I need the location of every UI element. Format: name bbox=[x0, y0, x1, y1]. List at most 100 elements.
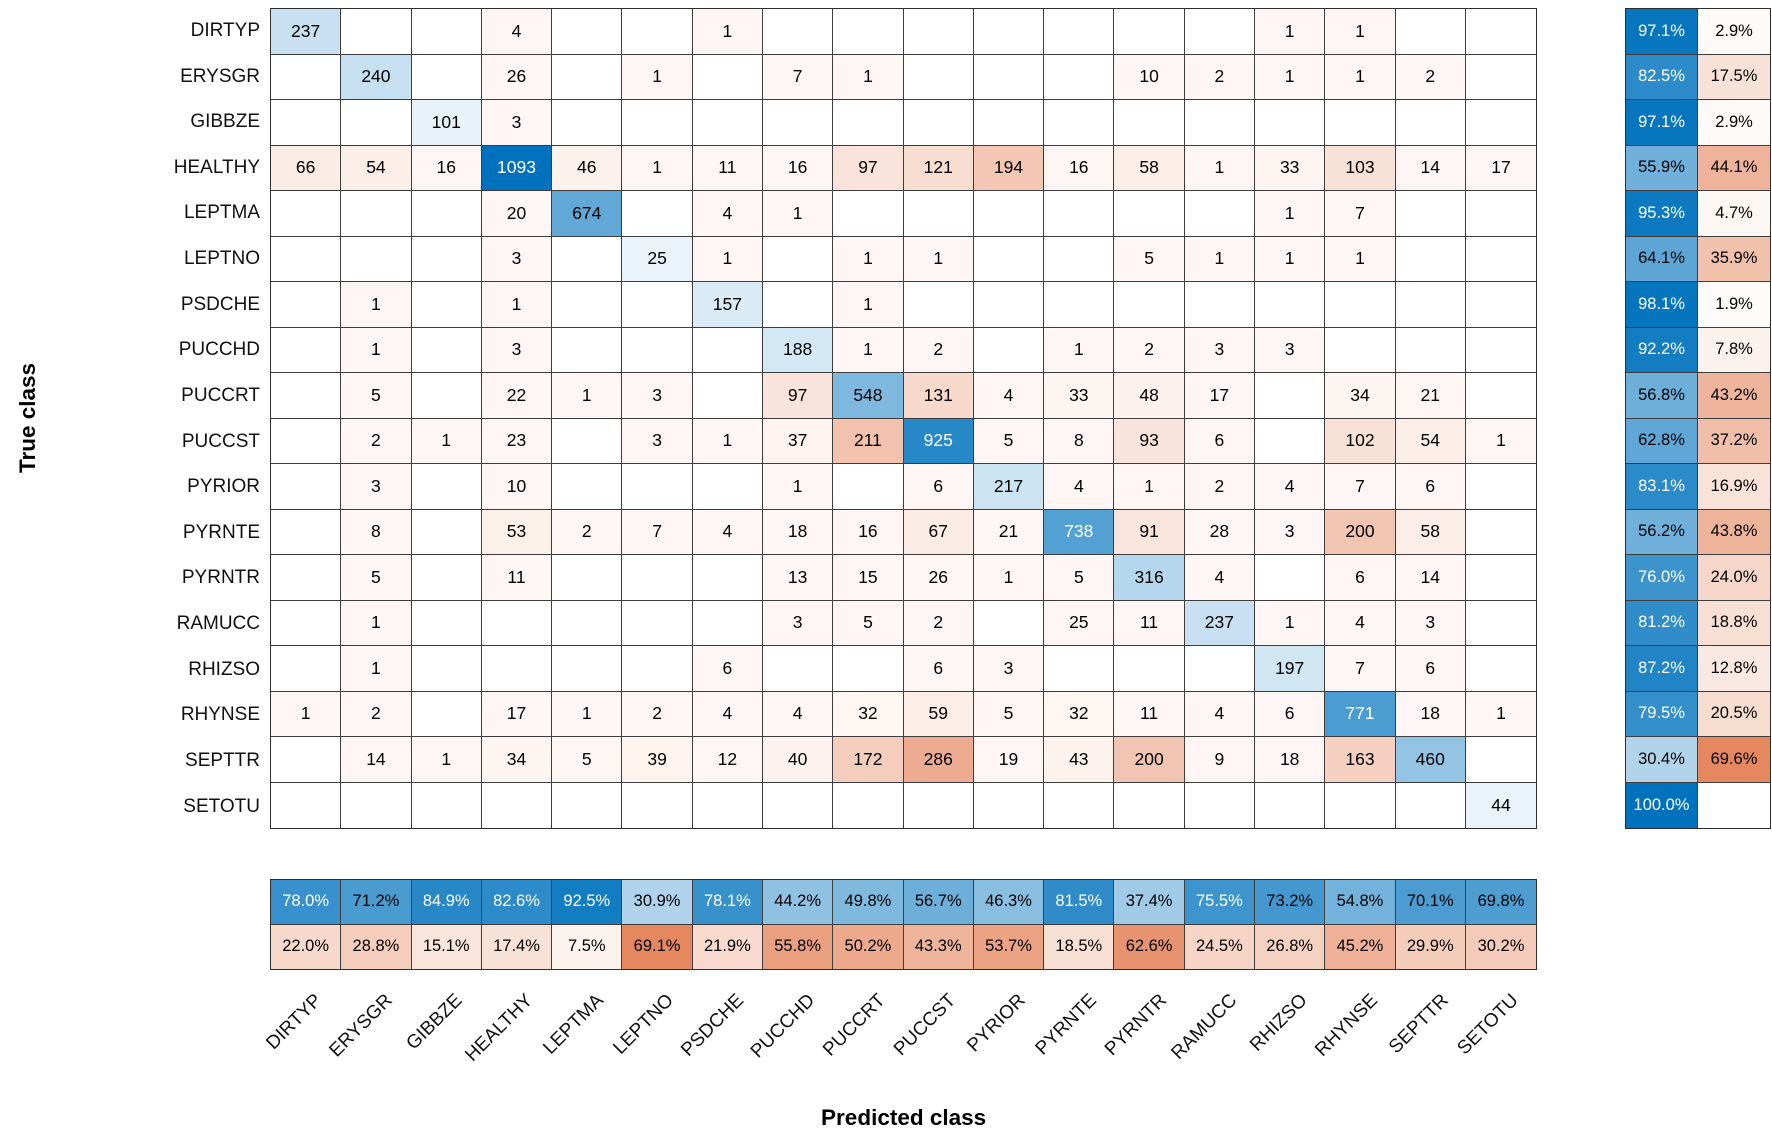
matrix-cell: 102 bbox=[1325, 418, 1396, 465]
matrix-cell: 194 bbox=[973, 145, 1045, 192]
matrix-cell: 1 bbox=[1044, 327, 1115, 374]
matrix-cell bbox=[271, 418, 342, 465]
matrix-cell bbox=[1184, 191, 1256, 237]
col-summary-grid: 78.0% 71.2% 84.9% 82.6% 92.5% 30.9% 78.1% 44.2%… bbox=[270, 879, 1538, 971]
matrix-cell: 33 bbox=[1044, 373, 1115, 419]
matrix-cell bbox=[973, 600, 1045, 647]
matrix-cell bbox=[271, 54, 342, 101]
matrix-cell bbox=[1465, 373, 1537, 419]
matrix-cell bbox=[1184, 282, 1256, 328]
matrix-cell bbox=[622, 100, 693, 146]
matrix-cell: 1 bbox=[1255, 9, 1326, 55]
matrix-cell: 1 bbox=[341, 282, 412, 328]
matrix-cell: 8 bbox=[341, 509, 412, 556]
matrix-cell: 91 bbox=[1114, 509, 1185, 556]
col-summary-cell: 69.1% bbox=[622, 924, 693, 970]
matrix-cell: 21 bbox=[1395, 373, 1466, 419]
matrix-cell bbox=[1395, 100, 1466, 146]
matrix-cell bbox=[552, 9, 623, 55]
x-tick-label: SETOTU bbox=[1453, 990, 1523, 1060]
matrix-cell: 28 bbox=[1184, 509, 1256, 556]
matrix-cell: 7 bbox=[1325, 464, 1396, 510]
x-tick-label: PUCCHD bbox=[746, 990, 819, 1063]
matrix-cell: 4 bbox=[1325, 600, 1396, 647]
col-summary-cell: 78.1% bbox=[692, 880, 764, 925]
matrix-cell bbox=[1325, 100, 1396, 146]
matrix-cell: 7 bbox=[1325, 646, 1396, 692]
matrix-cell: 15 bbox=[833, 555, 904, 601]
matrix-cell: 20 bbox=[481, 191, 553, 237]
row-summary-cell: 100.0% bbox=[1626, 782, 1698, 829]
matrix-cell bbox=[552, 100, 623, 146]
matrix-cell: 10 bbox=[481, 464, 553, 510]
row-summary-cell: 62.8% bbox=[1626, 418, 1698, 465]
matrix-cell: 54 bbox=[341, 145, 412, 192]
matrix-cell: 25 bbox=[622, 236, 693, 283]
col-summary-cell: 22.0% bbox=[271, 924, 342, 970]
matrix-cell: 188 bbox=[763, 327, 834, 374]
matrix-cell: 1 bbox=[411, 418, 482, 465]
matrix-cell: 237 bbox=[1184, 600, 1256, 647]
matrix-cell: 103 bbox=[1325, 145, 1396, 192]
matrix-cell bbox=[903, 9, 974, 55]
matrix-cell: 10 bbox=[1114, 54, 1185, 101]
matrix-cell: 3 bbox=[481, 327, 553, 374]
matrix-cell: 4 bbox=[1184, 555, 1256, 601]
matrix-cell bbox=[1465, 191, 1537, 237]
matrix-cell bbox=[552, 236, 623, 283]
matrix-cell: 48 bbox=[1114, 373, 1185, 419]
matrix-cell: 2 bbox=[903, 327, 974, 374]
row-summary-cell: 30.4% bbox=[1626, 737, 1698, 783]
row-summary-cell: 76.0% bbox=[1626, 555, 1698, 601]
col-summary-cell: 18.5% bbox=[1044, 924, 1115, 970]
matrix-cell: 1 bbox=[1255, 191, 1326, 237]
x-tick-label: PSDCHE bbox=[677, 990, 749, 1061]
matrix-cell: 1 bbox=[763, 464, 834, 510]
row-summary-cell: 87.2% bbox=[1626, 646, 1698, 692]
matrix-cell bbox=[622, 782, 693, 829]
matrix-cell: 2 bbox=[1184, 464, 1256, 510]
matrix-cell bbox=[271, 327, 342, 374]
matrix-cell bbox=[903, 100, 974, 146]
matrix-cell bbox=[973, 282, 1045, 328]
matrix-cell bbox=[271, 373, 342, 419]
matrix-cell bbox=[833, 9, 904, 55]
matrix-cell bbox=[1044, 646, 1115, 692]
matrix-cell: 3 bbox=[1184, 327, 1256, 374]
row-summary-cell: 97.1% bbox=[1626, 9, 1698, 55]
matrix-cell: 23 bbox=[481, 418, 553, 465]
matrix-cell bbox=[552, 600, 623, 647]
y-tick-label: SEPTTR bbox=[185, 749, 260, 771]
matrix-cell bbox=[271, 464, 342, 510]
col-summary-cell: 56.7% bbox=[903, 880, 974, 925]
matrix-cell bbox=[763, 646, 834, 692]
col-summary-cell: 55.8% bbox=[763, 924, 834, 970]
matrix-cell bbox=[411, 327, 482, 374]
matrix-cell bbox=[833, 646, 904, 692]
row-summary-cell: 35.9% bbox=[1698, 236, 1770, 283]
matrix-cell: 1 bbox=[552, 691, 623, 738]
matrix-cell: 1 bbox=[622, 54, 693, 101]
x-tick-label: GIBBZE bbox=[402, 990, 467, 1055]
matrix-cell: 14 bbox=[1395, 145, 1466, 192]
col-summary-cell: 78.0% bbox=[271, 880, 342, 925]
matrix-cell: 4 bbox=[1255, 464, 1326, 510]
matrix-cell bbox=[411, 782, 482, 829]
matrix-cell: 2 bbox=[622, 691, 693, 738]
matrix-cell bbox=[973, 54, 1045, 101]
matrix-cell bbox=[341, 9, 412, 55]
row-summary-cell: 83.1% bbox=[1626, 464, 1698, 510]
matrix-cell: 101 bbox=[411, 100, 482, 146]
x-tick-label: RHYNSE bbox=[1311, 990, 1383, 1061]
matrix-cell bbox=[1114, 191, 1185, 237]
col-summary-cell: 50.2% bbox=[833, 924, 904, 970]
row-summary-cell: 64.1% bbox=[1626, 236, 1698, 283]
y-tick-label: RHYNSE bbox=[180, 704, 260, 726]
matrix-cell: 1 bbox=[1255, 54, 1326, 101]
matrix-cell: 925 bbox=[903, 418, 974, 465]
col-summary-cell: 81.5% bbox=[1044, 880, 1115, 925]
y-tick-label: RAMUCC bbox=[176, 613, 260, 635]
matrix-cell bbox=[622, 464, 693, 510]
matrix-cell: 32 bbox=[1044, 691, 1115, 738]
matrix-cell: 771 bbox=[1325, 691, 1396, 738]
